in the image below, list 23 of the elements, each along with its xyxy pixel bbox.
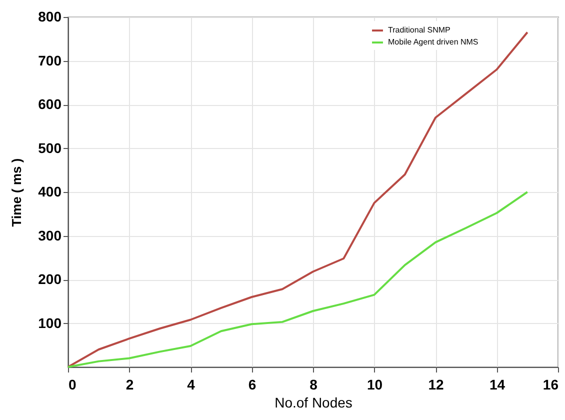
legend-label: Traditional SNMP: [388, 26, 450, 34]
y-tick-label: 300: [38, 227, 62, 244]
y-tick-label: 200: [38, 271, 62, 287]
line-series: [67, 191, 528, 368]
line-series: [67, 31, 528, 368]
y-tick-label: 600: [38, 96, 62, 112]
legend-label: Mobile Agent driven NMS: [388, 38, 478, 46]
x-tick-label: 0: [68, 376, 76, 392]
x-tick-label: 16: [542, 376, 559, 392]
x-tick-label: 2: [126, 376, 134, 392]
y-tick-label: 100: [38, 314, 62, 331]
x-tick-label: 10: [366, 376, 383, 392]
y-tick-label: 400: [38, 184, 62, 200]
y-tick-label: 800: [38, 8, 62, 24]
x-tick-label: 14: [489, 376, 506, 392]
x-tick-label: 6: [248, 376, 256, 392]
x-tick-label: 12: [428, 376, 444, 392]
y-tick-label: 500: [38, 140, 62, 156]
y-tick-label: 700: [38, 52, 62, 68]
x-tick-label: 4: [187, 376, 196, 392]
x-axis-title: No.of Nodes: [274, 394, 352, 410]
x-tick-label: 8: [310, 376, 318, 392]
y-axis-title: Time ( ms ): [9, 158, 24, 227]
